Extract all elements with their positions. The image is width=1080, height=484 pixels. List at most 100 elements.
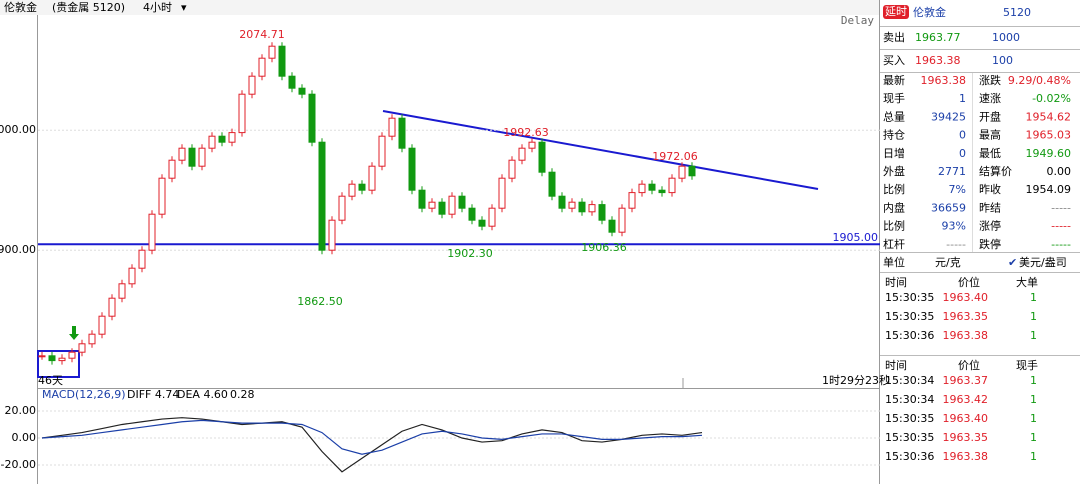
candle bbox=[678, 165, 686, 179]
stat-value: 39425 bbox=[931, 110, 966, 123]
diff-line bbox=[41, 417, 703, 473]
stat-value: 36659 bbox=[931, 201, 966, 214]
price-annotation: 1972.06 bbox=[652, 150, 698, 163]
dropdown-icon[interactable]: ▾ bbox=[181, 1, 187, 14]
candle bbox=[508, 159, 516, 179]
table-cell: 1 bbox=[1030, 431, 1037, 444]
candle bbox=[518, 147, 526, 161]
candle bbox=[478, 219, 486, 227]
toolbar bbox=[0, 0, 880, 15]
candle bbox=[548, 171, 556, 197]
price: 1963.77 bbox=[915, 31, 961, 44]
stat-value: 1954.62 bbox=[1026, 110, 1072, 123]
trend-line bbox=[382, 110, 819, 190]
candle bbox=[638, 183, 646, 194]
arrow bbox=[69, 326, 79, 340]
candle bbox=[328, 219, 336, 251]
candle bbox=[248, 75, 256, 95]
candle bbox=[58, 357, 66, 362]
candle bbox=[278, 45, 286, 77]
candle bbox=[538, 141, 546, 173]
candle bbox=[258, 57, 266, 77]
stat-label: 比例 bbox=[883, 182, 905, 196]
stat-label: 昨收 bbox=[979, 182, 1001, 196]
check: ✔ bbox=[1008, 256, 1017, 269]
table-header: 价位 bbox=[958, 275, 980, 289]
table-header: 时间 bbox=[885, 276, 907, 289]
stat-value: 1965.03 bbox=[1026, 129, 1072, 142]
hist-label: 0.28 bbox=[230, 388, 255, 401]
table-header: 大单 bbox=[1016, 275, 1038, 289]
label: 买入 bbox=[883, 54, 905, 67]
delay: Delay bbox=[841, 14, 874, 27]
stat-label: 内盘 bbox=[883, 200, 905, 214]
candle bbox=[688, 165, 696, 177]
candle bbox=[288, 75, 296, 89]
candle bbox=[308, 93, 316, 143]
table-cell: 15:30:35 bbox=[885, 431, 934, 444]
candle bbox=[628, 192, 636, 209]
unit-label: 单位 bbox=[883, 255, 905, 269]
table-cell: 1963.38 bbox=[943, 450, 989, 463]
candle bbox=[568, 201, 576, 209]
table-cell: 1963.38 bbox=[943, 329, 989, 342]
candle bbox=[368, 165, 376, 191]
support-label: 1905.00 bbox=[833, 231, 879, 244]
label: 卖出 bbox=[883, 30, 905, 44]
symbol-name[interactable]: 伦敦金 bbox=[4, 0, 37, 14]
candle bbox=[588, 204, 596, 213]
candle bbox=[598, 204, 606, 221]
candle bbox=[238, 93, 246, 134]
table-cell: 1963.35 bbox=[943, 310, 989, 323]
table-cell: 15:30:34 bbox=[885, 393, 934, 406]
price-annotation: 2074.71 bbox=[239, 28, 285, 41]
candle bbox=[408, 147, 416, 191]
table-cell: 15:30:34 bbox=[885, 374, 934, 387]
stat-label: 外盘 bbox=[883, 164, 905, 178]
stat-label: 昨结 bbox=[979, 201, 1001, 214]
candle bbox=[608, 219, 616, 233]
candle bbox=[318, 141, 326, 251]
macd-title: MACD(12,26,9) bbox=[42, 388, 126, 401]
y-tick-label: 20.00 bbox=[5, 404, 37, 417]
table-cell: 1 bbox=[1030, 412, 1037, 425]
stat-value: 1949.60 bbox=[1026, 147, 1072, 160]
candle bbox=[48, 355, 56, 362]
table-cell: 1 bbox=[1030, 393, 1037, 406]
candle bbox=[388, 117, 396, 137]
countdown: 1时29分23秒 bbox=[822, 373, 890, 387]
candle bbox=[118, 283, 126, 299]
stat-label: 最新 bbox=[883, 73, 905, 87]
dea-line bbox=[41, 419, 703, 455]
symbol-market: (贵金属 5120) bbox=[52, 0, 125, 14]
candle bbox=[98, 315, 106, 335]
price-annotation: 1862.50 bbox=[297, 295, 343, 308]
stat-value: 1963.38 bbox=[921, 74, 967, 87]
table-cell: 1963.37 bbox=[943, 374, 989, 387]
candle bbox=[658, 189, 666, 194]
badge-text: 延时 bbox=[885, 5, 907, 18]
stat-label: 开盘 bbox=[979, 109, 1001, 123]
candle bbox=[298, 87, 306, 95]
candle bbox=[178, 147, 186, 161]
candle bbox=[348, 183, 356, 197]
stat-label: 比例 bbox=[883, 219, 905, 233]
candle bbox=[448, 195, 456, 215]
price-annotation: 1902.30 bbox=[447, 247, 493, 260]
price: 1963.38 bbox=[915, 54, 961, 67]
candle bbox=[218, 135, 226, 143]
table-cell: 1 bbox=[1030, 329, 1037, 342]
candle bbox=[198, 147, 206, 167]
stat-value: 7% bbox=[949, 183, 966, 196]
candle bbox=[648, 183, 656, 191]
candle bbox=[438, 201, 446, 215]
days: 46天 bbox=[38, 374, 63, 387]
table-header: 现手 bbox=[1016, 358, 1038, 372]
price-annotation: 1906.36 bbox=[581, 241, 627, 254]
unit-option[interactable]: 美元/盎司 bbox=[1019, 255, 1067, 269]
period[interactable]: 4小时 bbox=[143, 1, 172, 14]
candle bbox=[208, 135, 216, 149]
stat-label: 现手 bbox=[883, 91, 905, 105]
candle bbox=[618, 207, 626, 233]
